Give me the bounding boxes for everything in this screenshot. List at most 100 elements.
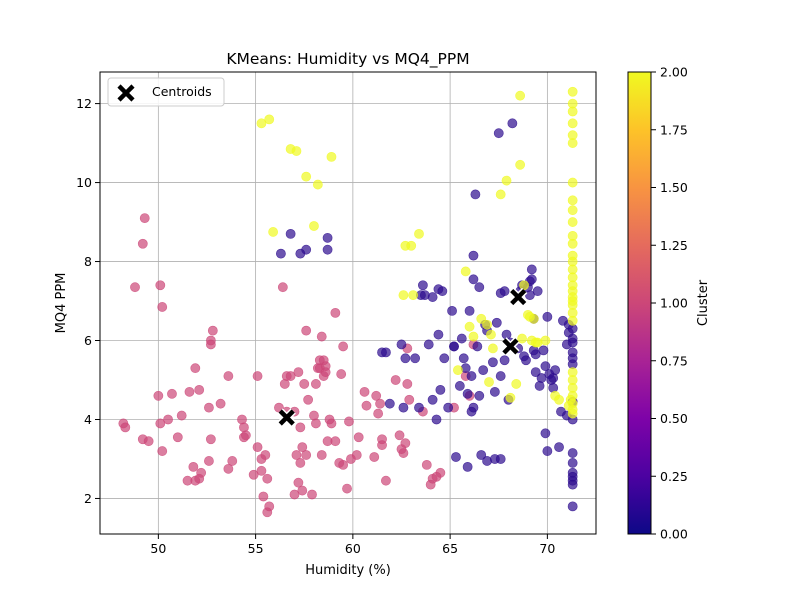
scatter-point-cluster-1 — [240, 430, 251, 441]
scatter-point-cluster-0 — [435, 384, 446, 395]
scatter-point-cluster-1 — [176, 410, 187, 421]
scatter-point-cluster-1 — [359, 386, 370, 397]
scatter-point-cluster-2 — [511, 379, 522, 389]
scatter-point-cluster-1 — [394, 430, 405, 441]
centroid-marker — [510, 288, 527, 306]
scatter-point-cluster-0 — [427, 394, 438, 405]
scatter-point-cluster-0 — [462, 461, 473, 472]
scatter-point-cluster-1 — [120, 422, 131, 433]
colorbar-tick-label: 0.00 — [660, 527, 688, 542]
x-tick-label: 50 — [150, 541, 166, 556]
scatter-point-cluster-0 — [410, 353, 421, 364]
scatter-point-cluster-2 — [567, 138, 578, 148]
scatter-point-cluster-1 — [330, 436, 341, 447]
scatter-point-cluster-0 — [567, 448, 578, 458]
scatter-point-cluster-0 — [472, 341, 483, 352]
scatter-point-cluster-1 — [400, 438, 411, 449]
y-tick-label: 4 — [84, 412, 92, 427]
x-axis-ticks: 50 55 60 65 70 — [150, 534, 555, 556]
y-axis-label: MQ4 PPM — [54, 273, 69, 334]
centroid-marker — [502, 338, 519, 355]
scatter-point-cluster-1 — [299, 379, 310, 389]
colorbar-tick-label: 1.75 — [660, 122, 688, 137]
scatter-point-cluster-2 — [567, 177, 578, 188]
scatter-point-cluster-2 — [476, 313, 487, 324]
scatter-point-cluster-0 — [540, 428, 551, 439]
scatter-point-cluster-1 — [205, 335, 216, 346]
scatter-point-cluster-2 — [501, 175, 512, 186]
scatter-point-cluster-1 — [421, 459, 432, 470]
scatter-point-cluster-2 — [567, 205, 578, 216]
scatter-point-cluster-0 — [530, 367, 541, 378]
scatter-point-cluster-0 — [427, 292, 438, 302]
scatter-point-cluster-0 — [466, 371, 477, 381]
data-points — [118, 86, 578, 518]
scatter-point-cluster-0 — [470, 189, 481, 200]
colorbar-tick-label: 1.00 — [660, 296, 688, 311]
scatter-point-cluster-1 — [301, 450, 312, 460]
scatter-point-cluster-0 — [458, 353, 469, 364]
scatter-point-cluster-1 — [398, 448, 409, 458]
legend: Centroids — [107, 77, 225, 107]
scatter-point-cluster-0 — [538, 345, 549, 356]
scatter-point-cluster-1 — [293, 477, 304, 488]
scatter-point-cluster-1 — [194, 384, 205, 395]
scatter-point-cluster-0 — [499, 286, 510, 297]
scatter-point-cluster-1 — [258, 491, 269, 502]
x-tick-label: 70 — [539, 541, 555, 556]
scatter-point-cluster-0 — [540, 361, 551, 372]
scatter-point-cluster-2 — [540, 335, 551, 346]
scatter-point-cluster-1 — [338, 341, 349, 352]
scatter-point-cluster-0 — [474, 282, 485, 293]
scatter-point-cluster-1 — [256, 465, 267, 476]
scatter-point-cluster-0 — [542, 446, 553, 456]
centroid-markers — [277, 287, 528, 427]
scatter-point-cluster-1 — [215, 398, 226, 409]
y-axis-ticks: 2 4 6 8 10 12 — [76, 96, 100, 506]
scatter-point-cluster-1 — [330, 307, 341, 318]
scatter-point-cluster-1 — [155, 418, 166, 429]
colorbar-ticks: 0.00 0.25 0.50 0.75 1.00 1.25 1.50 1.75 2.00 — [651, 65, 688, 542]
scatter-point-cluster-2 — [567, 296, 578, 306]
scatter-point-cluster-0 — [476, 450, 487, 460]
scatter-point-cluster-0 — [567, 458, 578, 468]
scatter-point-cluster-2 — [567, 217, 578, 227]
scatter-point-cluster-0 — [275, 248, 286, 259]
scatter-point-cluster-2 — [309, 221, 319, 231]
scatter-point-cluster-1 — [223, 463, 234, 474]
scatter-point-cluster-1 — [291, 450, 302, 460]
scatter-point-cluster-1 — [295, 422, 306, 433]
scatter-point-cluster-0 — [437, 286, 448, 297]
scatter-point-cluster-0 — [491, 317, 502, 328]
colorbar — [627, 71, 652, 535]
scatter-point-cluster-1 — [311, 379, 321, 389]
scatter-point-cluster-2 — [505, 392, 516, 403]
scatter-point-cluster-0 — [443, 402, 454, 413]
legend-centroid-x-icon — [117, 84, 135, 102]
scatter-point-cluster-2 — [567, 118, 578, 129]
scatter-point-cluster-1 — [277, 282, 288, 293]
scatter-point-cluster-2 — [528, 313, 539, 324]
scatter-point-cluster-1 — [285, 371, 296, 381]
scatter-point-cluster-2 — [484, 377, 494, 387]
scatter-point-cluster-0 — [567, 501, 578, 512]
scatter-point-cluster-0 — [530, 349, 541, 360]
scatter-point-cluster-1 — [153, 390, 164, 401]
scatter-point-cluster-2 — [486, 329, 496, 340]
scatter-point-cluster-1 — [184, 386, 195, 397]
scatter-point-cluster-1 — [371, 390, 382, 401]
scatter-point-cluster-0 — [384, 398, 395, 409]
scatter-point-cluster-2 — [301, 171, 312, 182]
scatter-point-cluster-0 — [414, 402, 424, 413]
scatter-point-cluster-0 — [542, 311, 553, 322]
scatter-point-cluster-0 — [439, 353, 450, 364]
scatter-point-cluster-1 — [353, 432, 364, 443]
scatter-point-cluster-1 — [293, 367, 304, 378]
scatter-point-cluster-1 — [311, 418, 321, 429]
scatter-point-cluster-1 — [139, 213, 150, 224]
scatter-point-cluster-1 — [320, 361, 331, 372]
scatter-point-cluster-0 — [468, 402, 479, 413]
scatter-point-cluster-0 — [493, 128, 504, 139]
scatter-point-cluster-2 — [460, 266, 471, 277]
scatter-point-cluster-0 — [499, 355, 510, 366]
